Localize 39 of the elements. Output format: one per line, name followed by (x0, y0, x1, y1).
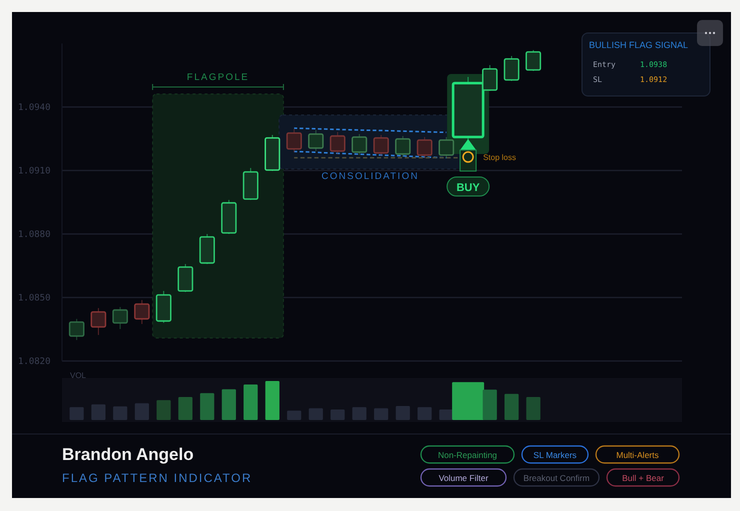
y-tick-label: 1.0910 (18, 166, 51, 177)
bar (482, 390, 497, 420)
bar (134, 403, 149, 420)
bar (178, 396, 192, 420)
annotation: FLAGPOLE (186, 72, 250, 83)
bar (113, 406, 128, 420)
text: Bull + Bear (622, 473, 664, 483)
text: Non-Repainting (438, 450, 498, 460)
y-tick-label: 1.0880 (18, 230, 51, 240)
bar (374, 408, 388, 420)
bar (504, 394, 519, 420)
bar (308, 408, 323, 420)
bar (287, 410, 302, 420)
bar (526, 396, 540, 420)
bar (200, 393, 214, 420)
bar (396, 406, 410, 420)
bar (222, 389, 236, 420)
annotation: BUY (456, 182, 480, 194)
bar (70, 407, 84, 420)
y-tick-label: 1.0850 (18, 294, 51, 304)
bar (244, 384, 258, 420)
chart-title: VOL (70, 371, 87, 380)
bar (330, 409, 345, 420)
text: Brandon Angelo (62, 445, 194, 464)
bar (352, 407, 366, 420)
annotation: CONSOLIDATION (322, 171, 419, 182)
annotation: Stop loss (483, 153, 516, 162)
text: Breakout Confirm (523, 473, 590, 483)
text: Volume Filter (438, 473, 488, 483)
text: SL Markers (533, 450, 577, 460)
bar (91, 404, 106, 420)
bar (156, 400, 171, 420)
y-tick-label: 1.0820 (18, 357, 51, 368)
text: Multi-Alerts (616, 450, 659, 460)
text: BULLISH FLAG SIGNAL (589, 40, 688, 50)
bar (418, 407, 432, 420)
text: FLAG PATTERN INDICATOR (62, 471, 252, 485)
y-tick-label: 1.0940 (18, 103, 51, 114)
bar (265, 381, 280, 420)
